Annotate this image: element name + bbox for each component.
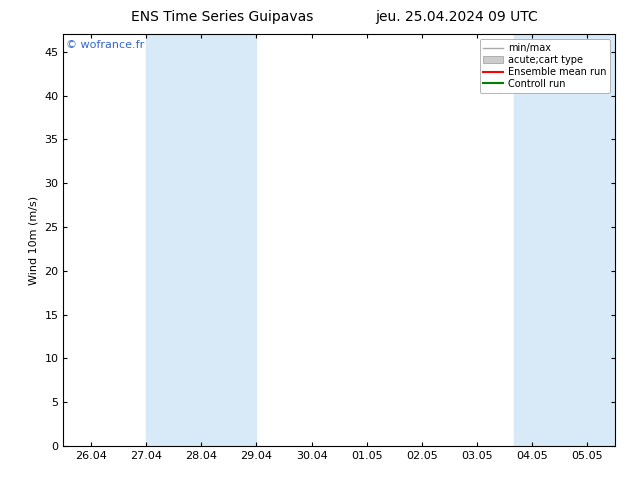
Text: © wofrance.fr: © wofrance.fr bbox=[66, 41, 145, 50]
Text: ENS Time Series Guipavas: ENS Time Series Guipavas bbox=[131, 10, 313, 24]
Legend: min/max, acute;cart type, Ensemble mean run, Controll run: min/max, acute;cart type, Ensemble mean … bbox=[479, 39, 610, 93]
Bar bbox=[514, 34, 615, 446]
Y-axis label: Wind 10m (m/s): Wind 10m (m/s) bbox=[29, 196, 39, 285]
Bar bbox=[146, 34, 256, 446]
Text: jeu. 25.04.2024 09 UTC: jeu. 25.04.2024 09 UTC bbox=[375, 10, 538, 24]
